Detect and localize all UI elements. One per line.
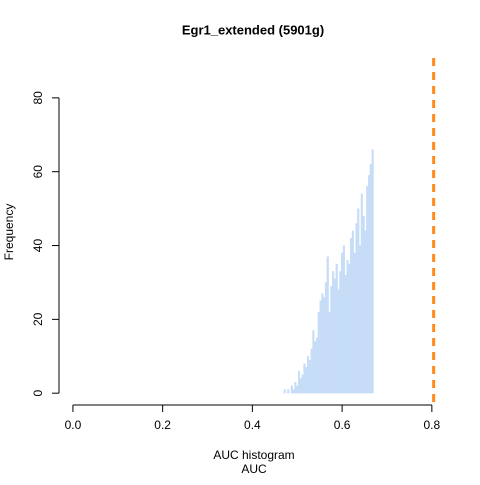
x-tick-label: 0.0 (65, 418, 82, 432)
bar (292, 389, 295, 394)
bar (341, 252, 344, 394)
y-tick-label: 60 (31, 165, 45, 179)
x-tick-label: 0.6 (334, 418, 351, 432)
bar (333, 278, 336, 394)
bar (350, 237, 353, 394)
bar (306, 356, 310, 394)
bar (353, 252, 356, 394)
bar (314, 341, 317, 394)
x-axis-sublabel: AUC (241, 462, 267, 476)
bar (344, 274, 347, 394)
bar (317, 311, 320, 394)
bar (323, 297, 326, 394)
x-tick-label: 0.4 (244, 418, 261, 432)
bar (330, 285, 333, 394)
bar (299, 378, 302, 394)
bar (303, 363, 306, 394)
bar (371, 149, 374, 394)
x-tick-label: 0.2 (154, 418, 171, 432)
x-axis-label: AUC histogram (213, 448, 294, 462)
bar (339, 271, 342, 394)
bar (301, 374, 304, 394)
bar (310, 348, 313, 394)
bar (351, 230, 354, 394)
bar (294, 381, 297, 394)
bar (366, 186, 369, 394)
bar (290, 385, 293, 394)
bar (342, 245, 345, 394)
bar (297, 370, 301, 394)
bar (337, 289, 340, 394)
x-tick-label: 0.8 (424, 418, 441, 432)
bar (308, 359, 311, 394)
bar (324, 282, 328, 394)
bar (312, 330, 315, 394)
chart-title: Egr1_extended (5901g) (182, 22, 324, 37)
bar (362, 215, 365, 394)
bar (369, 164, 372, 394)
bar (287, 389, 290, 394)
bar (328, 311, 331, 394)
bar (359, 245, 362, 394)
y-tick-label: 80 (31, 91, 45, 105)
y-tick-label: 0 (31, 390, 45, 397)
y-tick-label: 40 (31, 239, 45, 253)
bar (335, 263, 338, 394)
bar (321, 293, 324, 394)
bar (283, 389, 286, 394)
bar (305, 367, 308, 394)
bar (326, 256, 329, 394)
bar (348, 263, 351, 394)
y-axis-label: Frequency (2, 204, 16, 261)
bar (367, 175, 371, 394)
bar (357, 208, 360, 394)
bar (296, 385, 299, 394)
bar (319, 300, 322, 394)
bar (355, 223, 358, 394)
bar (364, 230, 367, 394)
bar (332, 271, 335, 394)
bar (360, 193, 363, 394)
bar (315, 337, 319, 394)
bar (346, 260, 349, 394)
y-tick-label: 20 (31, 312, 45, 326)
